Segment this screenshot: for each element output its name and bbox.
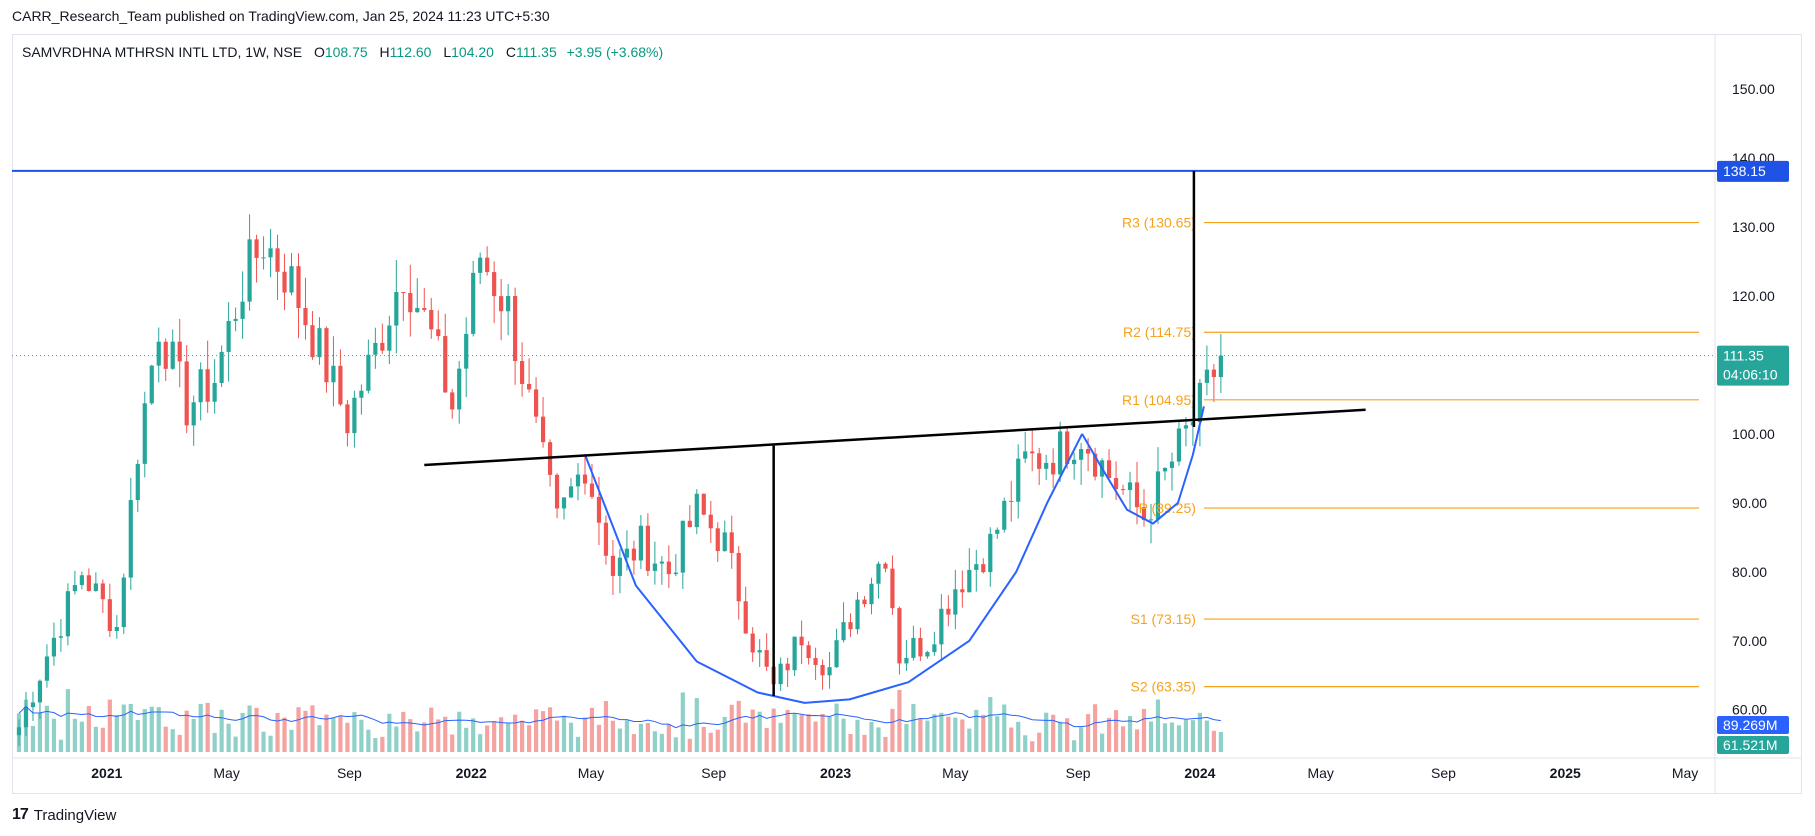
close-label: C bbox=[505, 44, 516, 60]
high-value: 112.60 bbox=[389, 44, 432, 60]
ohlc-legend: SAMVRDHNA MTHRSN INTL LTD, 1W, NSE O108.… bbox=[22, 44, 663, 60]
close-value: 111.35 bbox=[515, 44, 557, 60]
change-value: +3.95 (+3.68%) bbox=[566, 44, 664, 60]
low-value: 104.20 bbox=[451, 44, 494, 60]
publisher-caption: CARR_Research_Team published on TradingV… bbox=[12, 8, 550, 24]
low-label: L bbox=[443, 44, 452, 60]
tradingview-brand[interactable]: 17 TradingView bbox=[12, 806, 116, 824]
chart-frame bbox=[12, 34, 1802, 794]
brand-name: TradingView bbox=[33, 806, 117, 824]
symbol-label[interactable]: SAMVRDHNA MTHRSN INTL LTD, 1W, NSE bbox=[22, 44, 303, 60]
open-value: 108.75 bbox=[324, 44, 368, 60]
high-label: H bbox=[379, 44, 390, 60]
tradingview-logo-icon: 17 bbox=[12, 806, 29, 823]
open-label: O bbox=[313, 44, 325, 60]
